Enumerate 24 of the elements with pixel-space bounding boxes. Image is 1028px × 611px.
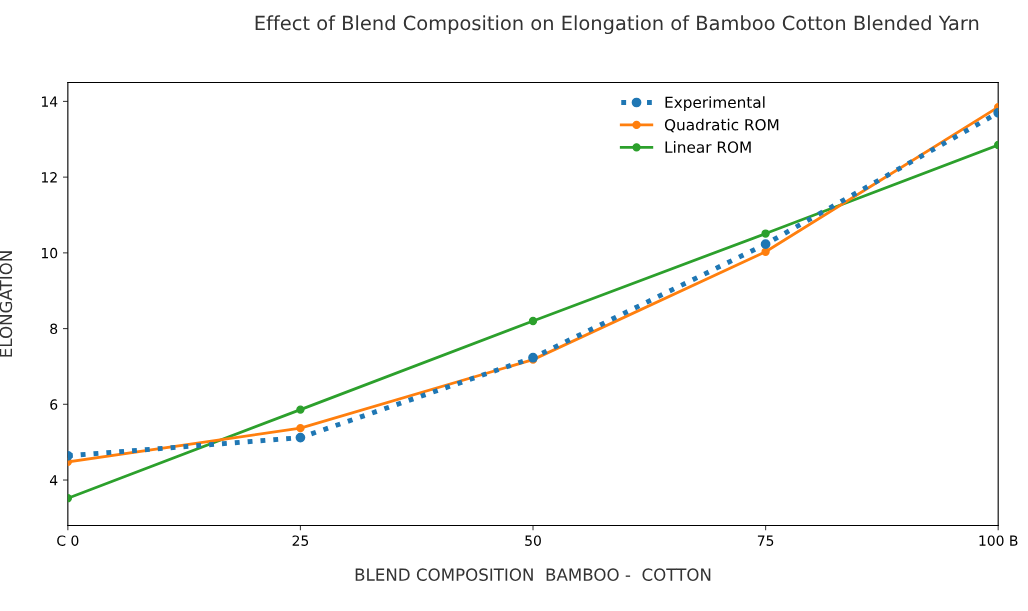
chart-title: Effect of Blend Composition on Elongation of Bamboo Cotton Blended Yarn bbox=[255, 15, 979, 35]
point bbox=[296, 405, 305, 414]
y-tick-label: 10 bbox=[41, 247, 58, 259]
point bbox=[296, 423, 305, 433]
y-tick-label: 12 bbox=[41, 172, 57, 183]
point bbox=[761, 247, 770, 256]
y-tick-label: 6 bbox=[50, 399, 58, 410]
legend-label: Quadratic ROM bbox=[664, 118, 779, 133]
x-tick-label: 25 bbox=[292, 535, 309, 546]
point bbox=[295, 432, 306, 443]
y-tick-label: 8 bbox=[50, 323, 58, 335]
y-tick-label: 4 bbox=[49, 475, 58, 486]
y-axis-title: ELONGATION bbox=[0, 251, 13, 357]
point bbox=[761, 229, 770, 238]
x-tick-label: 75 bbox=[757, 535, 774, 546]
x-axis-title: BLEND COMPOSITION BAMBOO - COTTON bbox=[355, 568, 711, 581]
legend-label: Linear ROM bbox=[665, 141, 751, 153]
y-tick-label: 14 bbox=[41, 96, 58, 107]
point bbox=[528, 316, 538, 326]
x-tick-label: 100 B bbox=[979, 535, 1018, 546]
legend-label: Experimental bbox=[665, 96, 765, 112]
x-tick-label: C 0 bbox=[57, 535, 79, 546]
point bbox=[760, 239, 771, 250]
x-tick-label: 50 bbox=[525, 535, 541, 546]
